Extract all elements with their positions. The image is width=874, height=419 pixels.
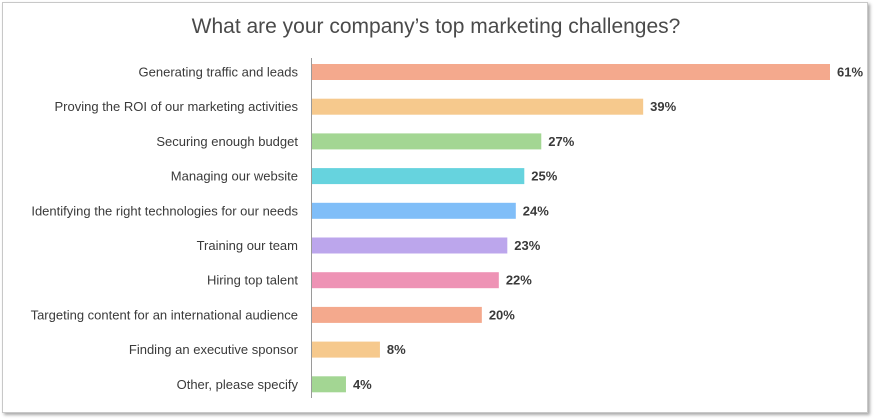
value-label: 39% bbox=[650, 99, 676, 114]
category-label: Targeting content for an international a… bbox=[31, 307, 298, 322]
category-label: Finding an executive sponsor bbox=[129, 342, 299, 357]
category-label: Training our team bbox=[197, 238, 298, 253]
category-label: Generating traffic and leads bbox=[139, 65, 299, 80]
category-label: Hiring top talent bbox=[207, 273, 298, 288]
bar bbox=[312, 64, 830, 80]
category-label: Identifying the right technologies for o… bbox=[31, 203, 298, 218]
value-label: 22% bbox=[506, 273, 532, 288]
category-label: Other, please specify bbox=[177, 377, 299, 392]
value-label: 61% bbox=[837, 65, 863, 80]
bar bbox=[312, 202, 516, 219]
value-label: 23% bbox=[514, 238, 540, 253]
value-label: 20% bbox=[489, 307, 515, 322]
bar bbox=[312, 376, 346, 393]
bar bbox=[312, 168, 525, 185]
value-label: 24% bbox=[523, 203, 549, 218]
bar bbox=[312, 98, 644, 115]
bar bbox=[312, 272, 499, 289]
category-label: Managing our website bbox=[171, 169, 298, 184]
bar bbox=[312, 341, 380, 358]
value-label: 4% bbox=[353, 377, 372, 392]
category-label: Securing enough budget bbox=[156, 134, 298, 149]
value-label: 27% bbox=[548, 134, 574, 149]
value-label: 8% bbox=[387, 342, 406, 357]
bar bbox=[312, 237, 508, 254]
value-label: 25% bbox=[531, 169, 557, 184]
bar bbox=[312, 133, 542, 150]
category-label: Proving the ROI of our marketing activit… bbox=[55, 99, 299, 114]
chart-title: What are your company’s top marketing ch… bbox=[191, 15, 681, 38]
bar bbox=[312, 306, 482, 323]
